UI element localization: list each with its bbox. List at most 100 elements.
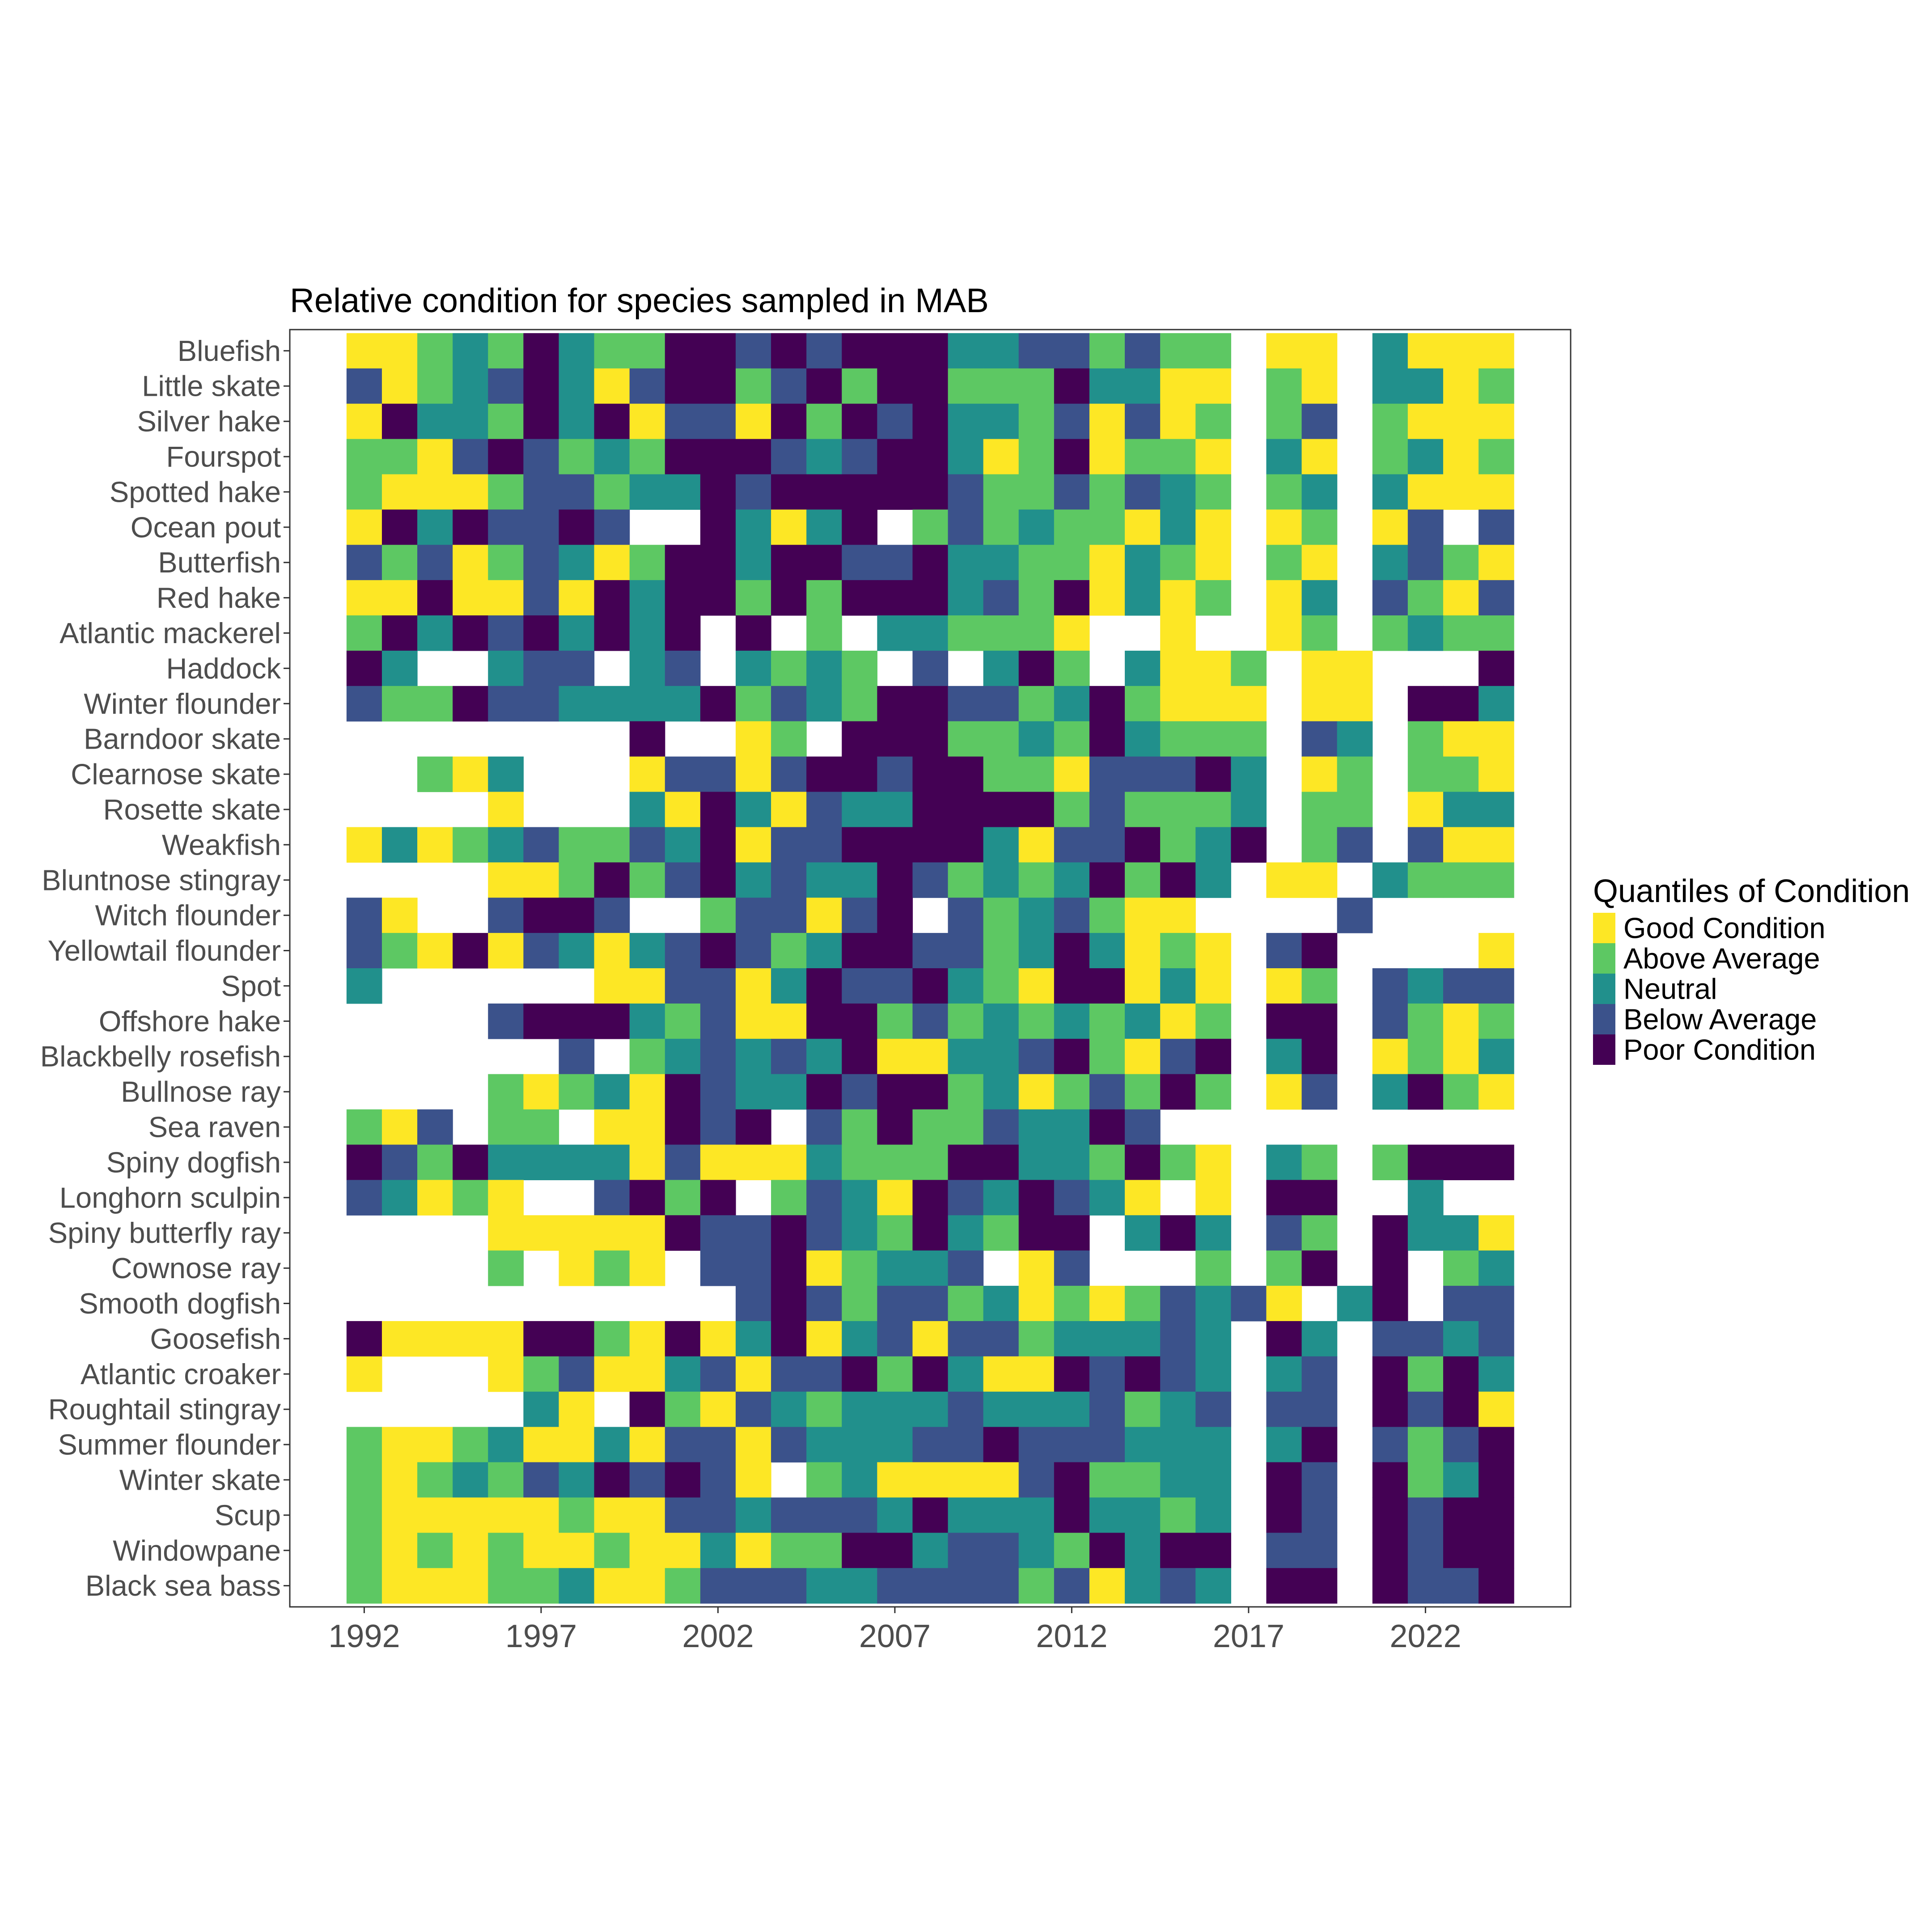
heatmap-cell xyxy=(417,1109,453,1145)
heatmap-cell xyxy=(948,403,984,440)
heatmap-cell xyxy=(1018,1497,1055,1533)
heatmap-cell xyxy=(1160,439,1196,475)
heatmap-cell xyxy=(1266,333,1302,369)
heatmap-cell xyxy=(488,333,524,369)
heatmap-cell xyxy=(346,1356,382,1392)
heatmap-cell xyxy=(700,580,736,616)
heatmap-cell xyxy=(983,1074,1019,1110)
heatmap-cell xyxy=(771,1391,807,1428)
heatmap-cell xyxy=(1479,1215,1514,1251)
heatmap-cell xyxy=(806,968,842,1004)
heatmap-cell xyxy=(1125,403,1161,440)
heatmap-cell xyxy=(1195,1215,1231,1251)
heatmap-cell xyxy=(877,1568,913,1604)
x-tick-label: 1992 xyxy=(328,1618,400,1654)
heatmap-cell xyxy=(1337,650,1373,686)
heatmap-cell xyxy=(1372,1533,1408,1568)
y-tick-label: Roughtail stingray xyxy=(48,1393,281,1426)
heatmap-cell xyxy=(912,1003,949,1039)
heatmap-cell xyxy=(629,968,665,1004)
heatmap-cell xyxy=(594,1180,630,1216)
heatmap-cell xyxy=(1301,615,1338,651)
heatmap-cell xyxy=(877,862,913,898)
heatmap-cell xyxy=(735,1568,771,1604)
heatmap-cell xyxy=(594,968,630,1004)
heatmap-cell xyxy=(1089,1074,1125,1110)
heatmap-cell xyxy=(453,1533,488,1568)
heatmap-cell xyxy=(877,1321,913,1357)
heatmap-cell xyxy=(842,1215,877,1251)
heatmap-cell xyxy=(1266,1568,1302,1604)
heatmap-cell xyxy=(771,1074,807,1110)
heatmap-cell xyxy=(1160,1003,1196,1039)
heatmap-cell xyxy=(665,439,701,475)
legend-title: Quantiles of Condition xyxy=(1593,873,1910,909)
heatmap-cell xyxy=(877,403,913,440)
heatmap-cell xyxy=(1337,898,1373,933)
heatmap-cell xyxy=(1018,827,1055,863)
heatmap-cell xyxy=(665,686,701,722)
heatmap-cell xyxy=(1054,1215,1090,1251)
heatmap-cell xyxy=(1195,1568,1231,1604)
heatmap-cell xyxy=(417,756,453,792)
heatmap-cell xyxy=(1372,1215,1408,1251)
heatmap-cell xyxy=(1407,545,1444,580)
heatmap-cell xyxy=(1089,1180,1125,1216)
heatmap-cell xyxy=(1443,439,1479,475)
heatmap-cell xyxy=(948,756,984,792)
heatmap-cell xyxy=(912,615,949,651)
heatmap-cell xyxy=(735,1286,771,1322)
heatmap-cell xyxy=(559,368,595,404)
heatmap-cell xyxy=(735,333,771,369)
heatmap-cell xyxy=(523,686,559,722)
heatmap-cell xyxy=(912,792,949,828)
heatmap-cell xyxy=(594,862,630,898)
heatmap-cell xyxy=(665,1391,701,1428)
heatmap-cell xyxy=(842,403,877,440)
heatmap-cell xyxy=(559,1427,595,1463)
heatmap-cell xyxy=(771,1356,807,1392)
heatmap-cell xyxy=(523,474,559,510)
y-tick-label: Spiny butterfly ray xyxy=(48,1216,281,1249)
heatmap-cell xyxy=(806,474,842,510)
heatmap-cell xyxy=(771,650,807,686)
heatmap-cell xyxy=(877,968,913,1004)
heatmap-cell xyxy=(1054,1180,1090,1216)
heatmap-cell xyxy=(523,862,559,898)
heatmap-cell xyxy=(1372,333,1408,369)
heatmap-cell xyxy=(417,474,453,510)
heatmap-cell xyxy=(1160,1356,1196,1392)
heatmap-cell xyxy=(1089,933,1125,969)
heatmap-cell xyxy=(1054,1003,1090,1039)
heatmap-cell xyxy=(1372,474,1408,510)
heatmap-cell xyxy=(665,1462,701,1498)
heatmap-cell xyxy=(1301,933,1338,969)
heatmap-cell xyxy=(806,1215,842,1251)
heatmap-cell xyxy=(523,933,559,969)
heatmap-cell xyxy=(1160,1144,1196,1180)
heatmap-cell xyxy=(771,580,807,616)
heatmap-cell xyxy=(417,545,453,580)
heatmap-cell xyxy=(417,403,453,440)
heatmap-cell xyxy=(1125,1391,1161,1428)
heatmap-cell xyxy=(1479,509,1514,545)
heatmap-cell xyxy=(700,1215,736,1251)
heatmap-cell xyxy=(1231,756,1267,792)
heatmap-cell xyxy=(948,1250,984,1286)
y-tick-label: Summer flounder xyxy=(58,1428,281,1461)
heatmap-cell xyxy=(948,1321,984,1357)
heatmap-cell xyxy=(381,650,418,686)
heatmap-cell xyxy=(806,1321,842,1357)
heatmap-cell xyxy=(665,827,701,863)
heatmap-cell xyxy=(1018,1356,1055,1392)
heatmap-cell xyxy=(381,1568,418,1604)
heatmap-cell xyxy=(700,827,736,863)
heatmap-cell xyxy=(735,686,771,722)
heatmap-cell xyxy=(1054,509,1090,545)
heatmap-cell xyxy=(1125,333,1161,369)
heatmap-cell xyxy=(523,898,559,933)
heatmap-cell xyxy=(735,615,771,651)
heatmap-cell xyxy=(877,898,913,933)
heatmap-cell xyxy=(806,756,842,792)
